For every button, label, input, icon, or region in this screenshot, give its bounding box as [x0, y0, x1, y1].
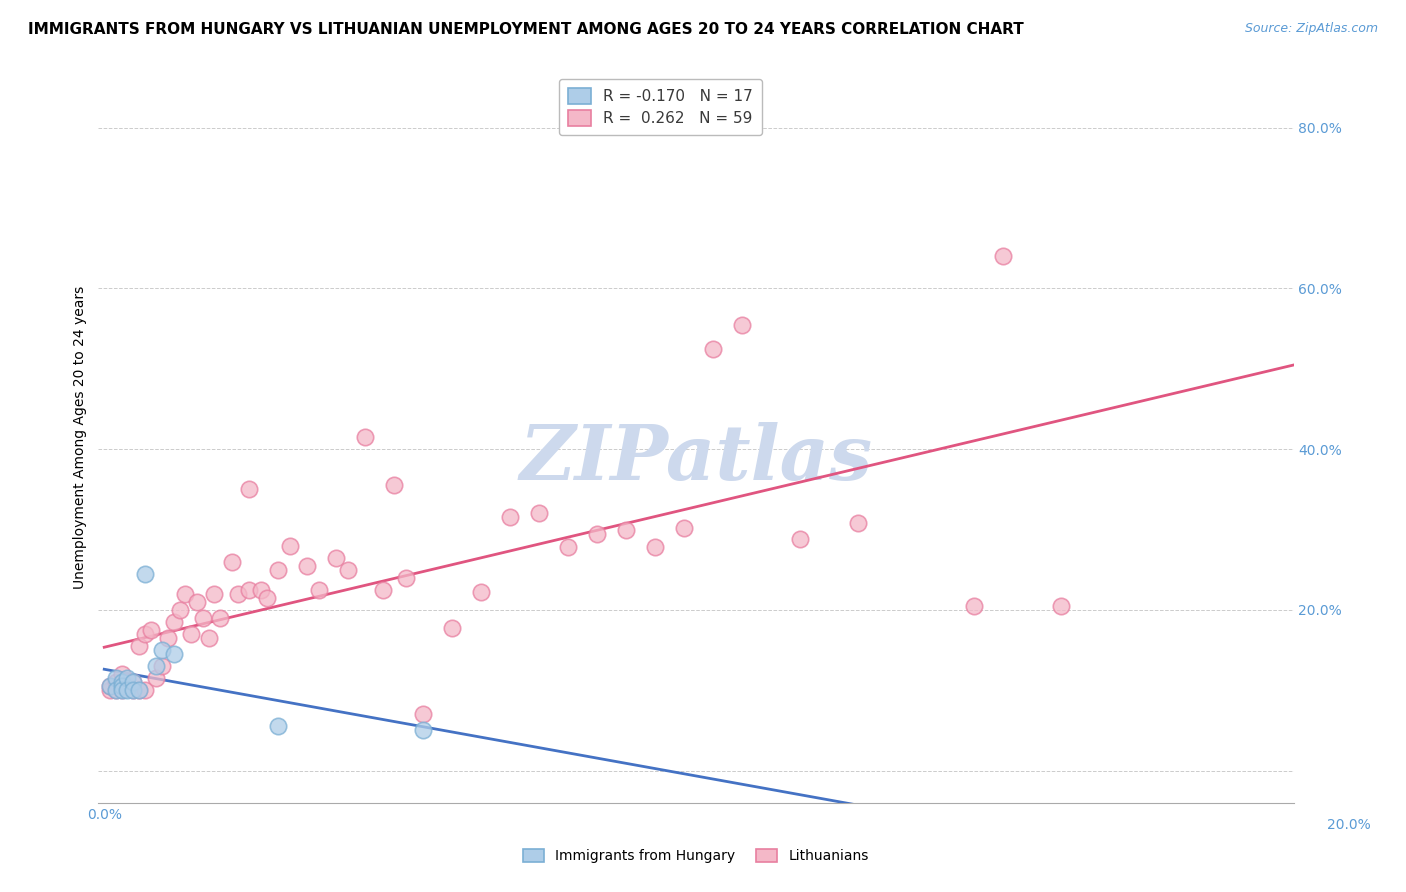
Point: [98, 679, 121, 693]
Point: [371, 582, 394, 597]
Point: [111, 667, 134, 681]
Text: ZIPatlas: ZIPatlas: [519, 422, 873, 496]
Point: [204, 587, 226, 601]
Point: [169, 603, 191, 617]
Point: [150, 643, 173, 657]
Point: [98, 679, 121, 693]
Point: [117, 671, 139, 685]
Point: [122, 683, 145, 698]
Point: [145, 671, 167, 685]
Point: [226, 587, 249, 601]
Point: [139, 623, 162, 637]
Point: [278, 539, 301, 553]
Point: [412, 723, 434, 738]
Point: [104, 683, 127, 698]
Point: [297, 558, 319, 573]
Point: [150, 659, 173, 673]
Point: [98, 683, 121, 698]
Point: [499, 510, 522, 524]
Point: [250, 582, 273, 597]
Point: [382, 478, 405, 492]
Point: [163, 647, 186, 661]
Legend: Immigrants from Hungary, Lithuanians: Immigrants from Hungary, Lithuanians: [517, 844, 875, 869]
Text: 20.0%: 20.0%: [1327, 818, 1371, 832]
Point: [145, 659, 167, 673]
Point: [963, 599, 986, 613]
Point: [238, 483, 260, 497]
Point: [308, 582, 330, 597]
Point: [673, 521, 696, 535]
Point: [557, 540, 579, 554]
Point: [191, 611, 214, 625]
Point: [441, 621, 464, 635]
Point: [117, 679, 139, 693]
Point: [993, 249, 1015, 263]
Point: [529, 507, 551, 521]
Point: [644, 540, 666, 554]
Point: [122, 675, 145, 690]
Point: [354, 430, 377, 444]
Point: [122, 683, 145, 698]
Point: [180, 627, 202, 641]
Point: [325, 550, 347, 565]
Point: [412, 707, 434, 722]
Text: IMMIGRANTS FROM HUNGARY VS LITHUANIAN UNEMPLOYMENT AMONG AGES 20 TO 24 YEARS COR: IMMIGRANTS FROM HUNGARY VS LITHUANIAN UN…: [28, 22, 1024, 37]
Point: [395, 571, 418, 585]
Point: [238, 582, 260, 597]
Point: [134, 627, 156, 641]
Point: [267, 719, 290, 733]
Point: [104, 683, 127, 698]
Point: [128, 683, 150, 698]
Point: [111, 683, 134, 698]
Point: [174, 587, 197, 601]
Point: [128, 639, 150, 653]
Point: [470, 585, 492, 599]
Point: [197, 631, 219, 645]
Point: [586, 526, 609, 541]
Point: [111, 679, 134, 693]
Point: [209, 611, 232, 625]
Point: [117, 683, 139, 698]
Point: [134, 683, 156, 698]
Point: [186, 595, 208, 609]
Point: [163, 615, 186, 629]
Point: [336, 563, 359, 577]
Y-axis label: Unemployment Among Ages 20 to 24 years: Unemployment Among Ages 20 to 24 years: [73, 285, 87, 589]
Point: [104, 675, 127, 690]
Point: [111, 675, 134, 690]
Point: [1050, 599, 1073, 613]
Point: [157, 631, 180, 645]
Point: [256, 591, 278, 605]
Point: [122, 675, 145, 690]
Point: [221, 555, 243, 569]
Point: [134, 566, 156, 581]
Point: [848, 516, 870, 530]
Point: [731, 318, 754, 332]
Point: [128, 683, 150, 698]
Point: [614, 523, 637, 537]
Point: [267, 563, 290, 577]
Point: [104, 671, 127, 685]
Text: Source: ZipAtlas.com: Source: ZipAtlas.com: [1244, 22, 1378, 36]
Point: [789, 532, 811, 546]
Point: [702, 342, 724, 356]
Point: [111, 683, 134, 698]
